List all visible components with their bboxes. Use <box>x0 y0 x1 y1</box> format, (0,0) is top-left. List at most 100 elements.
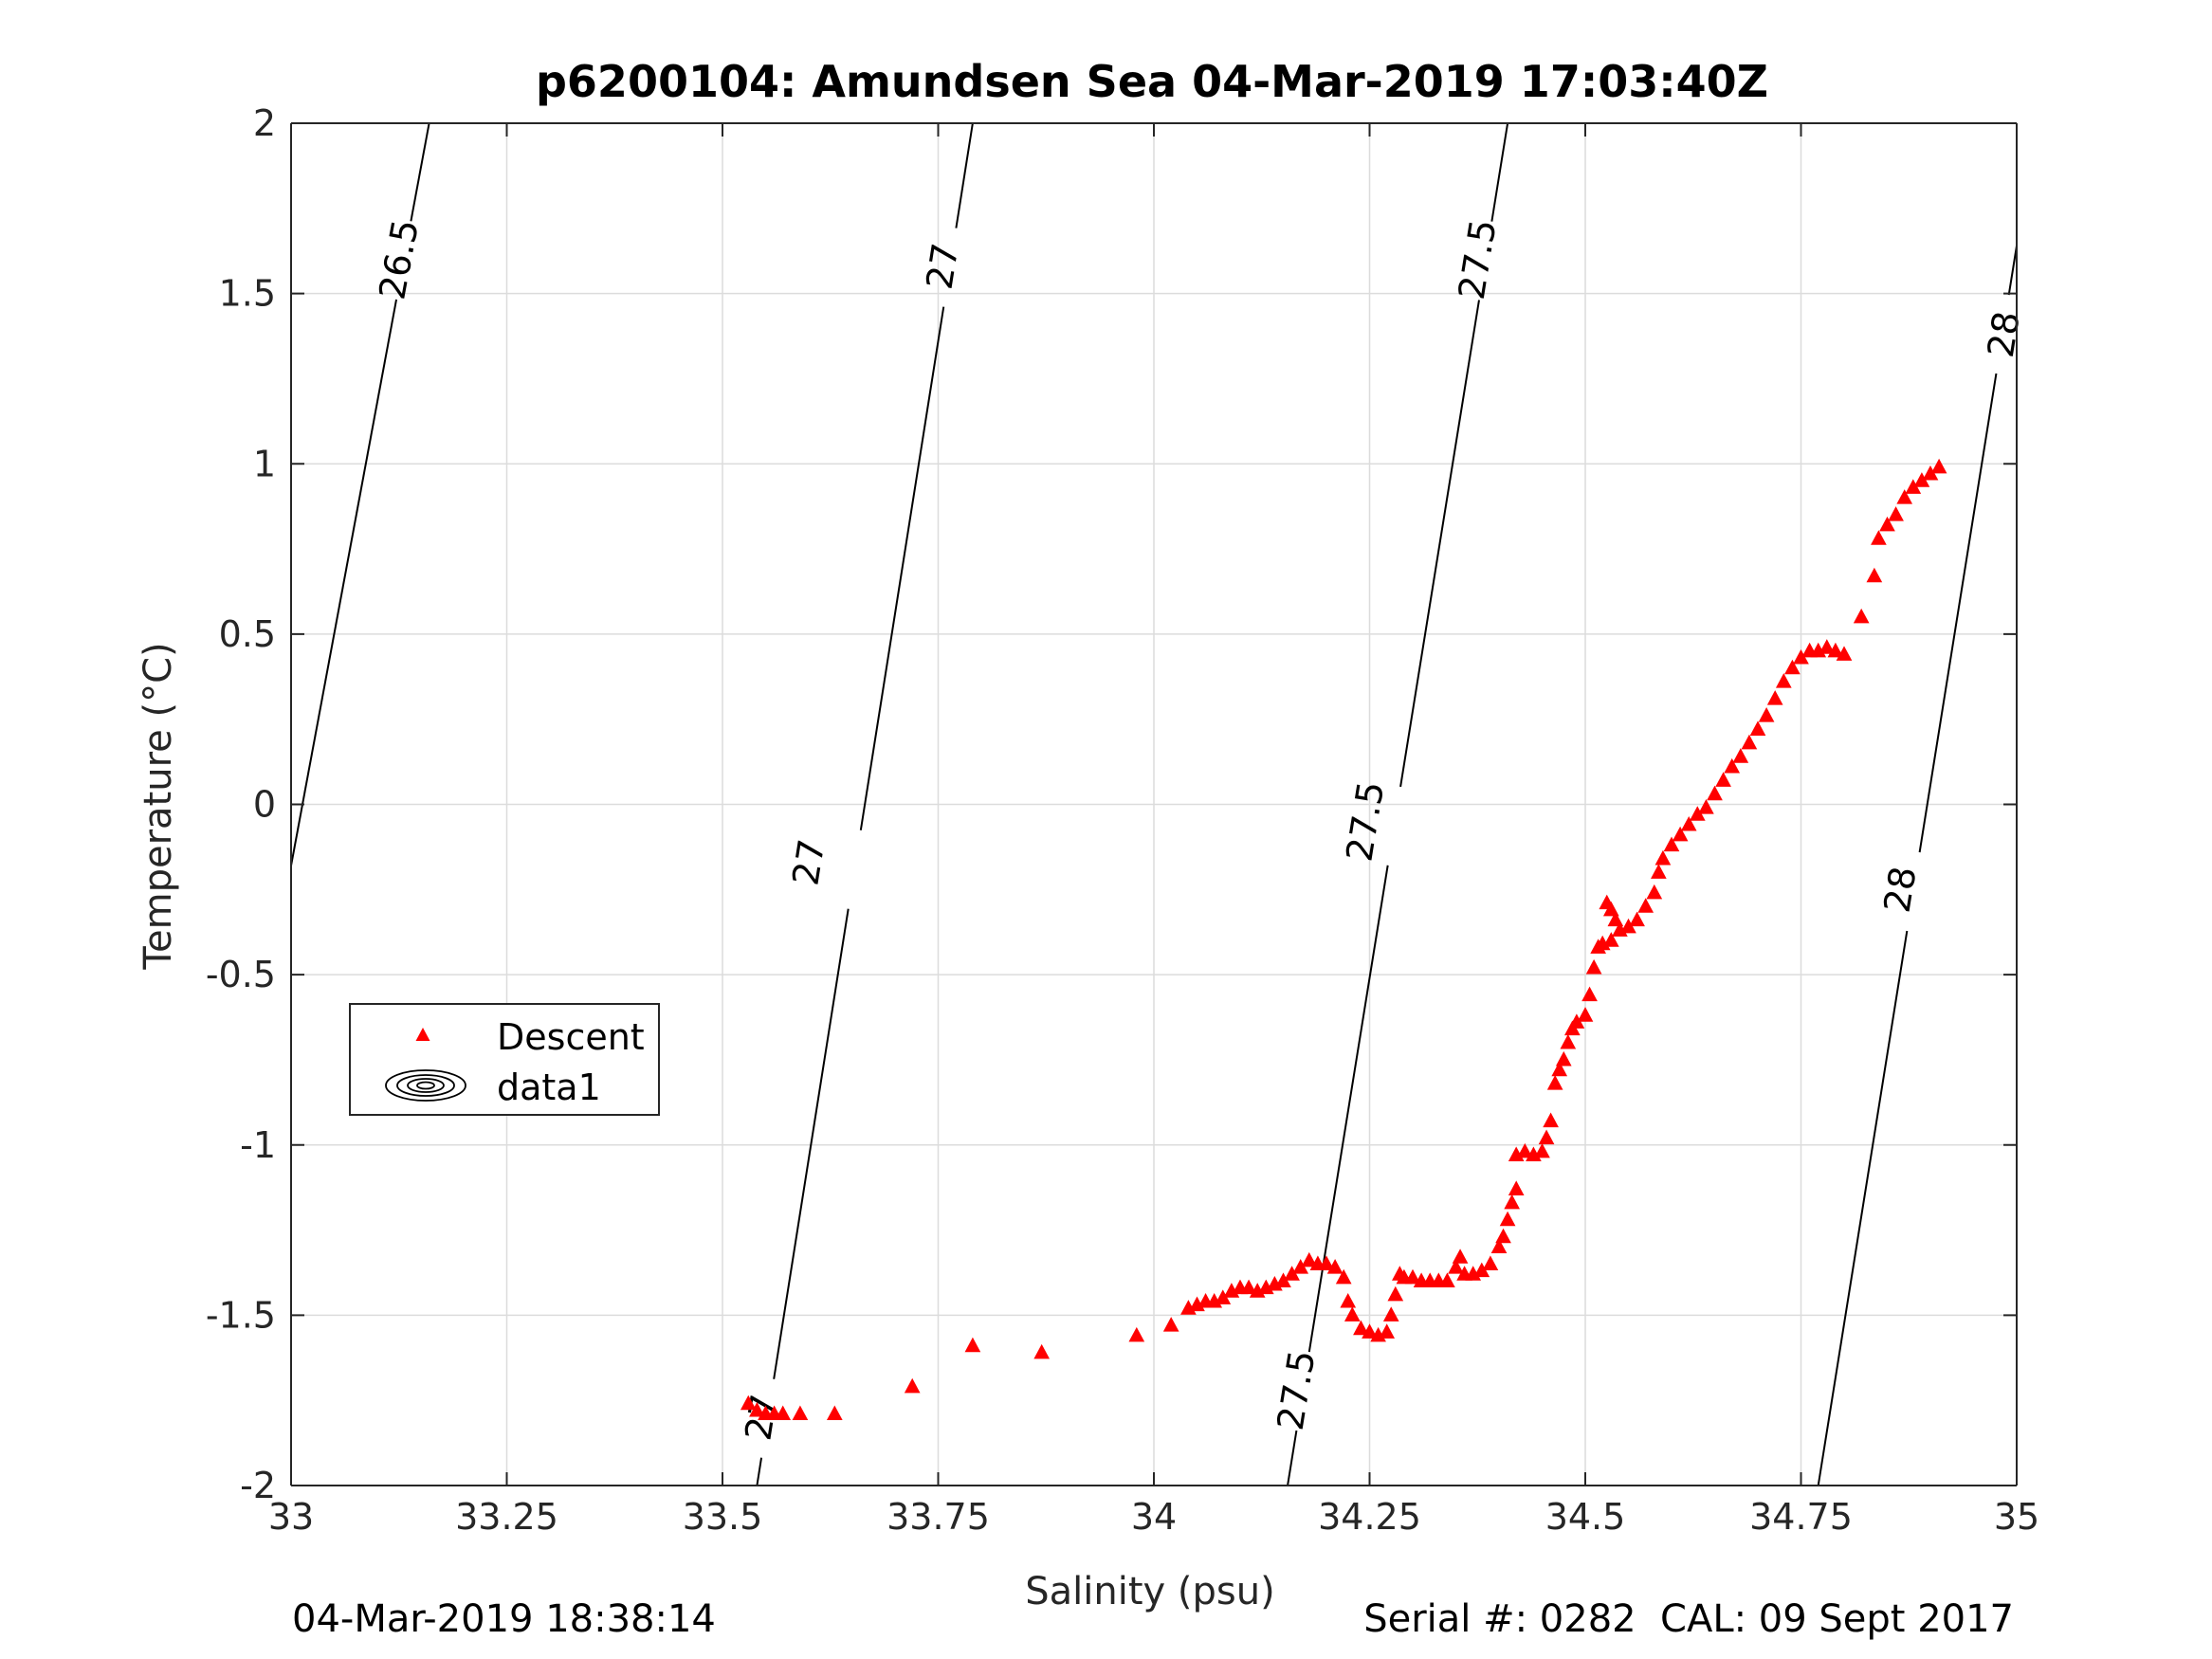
descent-point <box>1672 826 1689 842</box>
y-tick-label: 0.5 <box>219 613 276 655</box>
descent-point <box>1607 911 1624 927</box>
descent-point <box>1629 911 1645 927</box>
descent-point <box>1499 1211 1516 1227</box>
descent-point <box>1162 1317 1179 1332</box>
descent-point <box>1240 1279 1257 1295</box>
descent-point <box>1335 1268 1352 1285</box>
descent-point <box>1646 884 1663 900</box>
descent-point <box>1382 1306 1399 1322</box>
descent-point <box>1581 986 1598 1002</box>
contour-line <box>410 122 430 222</box>
y-tick-label: 0 <box>253 784 276 826</box>
legend-triangle-icon <box>415 1028 430 1041</box>
contour-line <box>2007 246 2018 296</box>
descent-point <box>1551 1061 1568 1077</box>
legend-label: data1 <box>497 1066 601 1108</box>
y-tick-label: -0.5 <box>206 954 276 995</box>
descent-point <box>1698 799 1714 814</box>
descent-point <box>1784 659 1801 675</box>
contour-line <box>1490 122 1509 222</box>
footer-serial-calibration: Serial #: 0282 CAL: 09 Sept 2017 <box>1363 1597 2014 1641</box>
descent-point <box>1508 1180 1525 1195</box>
descent-point <box>1896 489 1913 504</box>
legend: Descent data1 <box>349 1003 660 1116</box>
descent-point <box>1680 815 1697 831</box>
descent-point <box>1766 690 1783 705</box>
descent-point <box>1602 932 1619 947</box>
grid-lines <box>290 122 2018 1486</box>
descent-point <box>1585 958 1602 975</box>
descent-point <box>1819 639 1836 654</box>
descent-point <box>1930 458 1947 474</box>
y-tick-label: -1 <box>240 1124 276 1166</box>
descent-point <box>749 1401 765 1417</box>
descent-point <box>1853 608 1870 624</box>
descent-point <box>1482 1255 1499 1270</box>
descent-point <box>1715 772 1731 787</box>
axes: 33 33.25 33.5 33.75 34 34.25 34.5 34.75 35 -2 -1.5… <box>206 102 2039 1538</box>
contour-label: 28 <box>1980 308 2028 360</box>
legend-label: Descent <box>497 1016 645 1058</box>
descent-point <box>1543 1112 1559 1128</box>
descent-point <box>775 1405 792 1421</box>
legend-contour-icon <box>407 1078 445 1093</box>
descent-point <box>1301 1251 1318 1267</box>
x-tick-label: 34 <box>1131 1496 1177 1538</box>
legend-contour-icon <box>385 1069 466 1102</box>
descent-point <box>1318 1255 1335 1270</box>
x-tick-label: 33 <box>268 1496 314 1538</box>
descent-point <box>1490 1238 1508 1254</box>
descent-point <box>1871 530 1887 545</box>
descent-point <box>1732 748 1749 763</box>
legend-contour-icon <box>416 1081 435 1090</box>
y-axis-label: Temperature (°C) <box>137 642 180 970</box>
legend-box <box>349 1003 660 1116</box>
descent-point <box>1836 646 1853 661</box>
descent-series <box>740 458 1947 1421</box>
descent-point <box>1654 849 1672 866</box>
descent-point <box>1724 757 1741 774</box>
contour-label: 27.5 <box>1270 1347 1324 1433</box>
descent-point <box>1538 1129 1555 1145</box>
chart-title: p6200104: Amundsen Sea 04-Mar-2019 17:03… <box>536 56 1768 107</box>
descent-point <box>1326 1259 1344 1274</box>
descent-point <box>1387 1285 1404 1302</box>
contour-line <box>773 908 850 1379</box>
x-tick-label: 33.5 <box>683 1496 763 1538</box>
descent-point <box>1741 734 1758 750</box>
contour-label: 28 <box>1876 864 1925 916</box>
contour-label: 27.5 <box>1451 216 1505 302</box>
contour-line <box>1399 300 1480 788</box>
descent-point <box>1879 516 1895 532</box>
y-tick-label: -1.5 <box>206 1294 276 1336</box>
descent-point <box>1866 567 1883 583</box>
contour-line <box>955 122 974 228</box>
legend-contour-icon <box>396 1074 455 1097</box>
x-axis-label: Salinity (psu) <box>1025 1570 1274 1613</box>
descent-point <box>1707 785 1723 801</box>
descent-point <box>1128 1326 1145 1342</box>
contour-line <box>1817 930 1909 1486</box>
descent-point <box>1637 898 1654 913</box>
x-tick-label: 34.5 <box>1545 1496 1626 1538</box>
descent-point <box>1651 864 1667 879</box>
descent-point <box>1546 1075 1563 1090</box>
descent-point <box>1758 707 1775 722</box>
descent-point <box>1362 1323 1378 1339</box>
descent-point <box>1404 1268 1421 1285</box>
descent-point <box>1495 1228 1511 1244</box>
descent-point <box>1749 720 1766 736</box>
contour-line <box>859 306 945 830</box>
descent-point <box>1353 1320 1369 1336</box>
contour-line <box>756 1457 763 1486</box>
descent-point <box>964 1337 981 1353</box>
descent-point <box>1033 1343 1051 1359</box>
y-tick-label: -2 <box>240 1465 276 1506</box>
descent-point <box>1516 1142 1533 1158</box>
descent-point <box>1452 1249 1469 1264</box>
x-tick-label: 33.75 <box>887 1496 990 1538</box>
y-tick-label: 1 <box>253 443 276 484</box>
descent-point <box>1602 901 1619 917</box>
descent-point <box>1534 1142 1550 1158</box>
